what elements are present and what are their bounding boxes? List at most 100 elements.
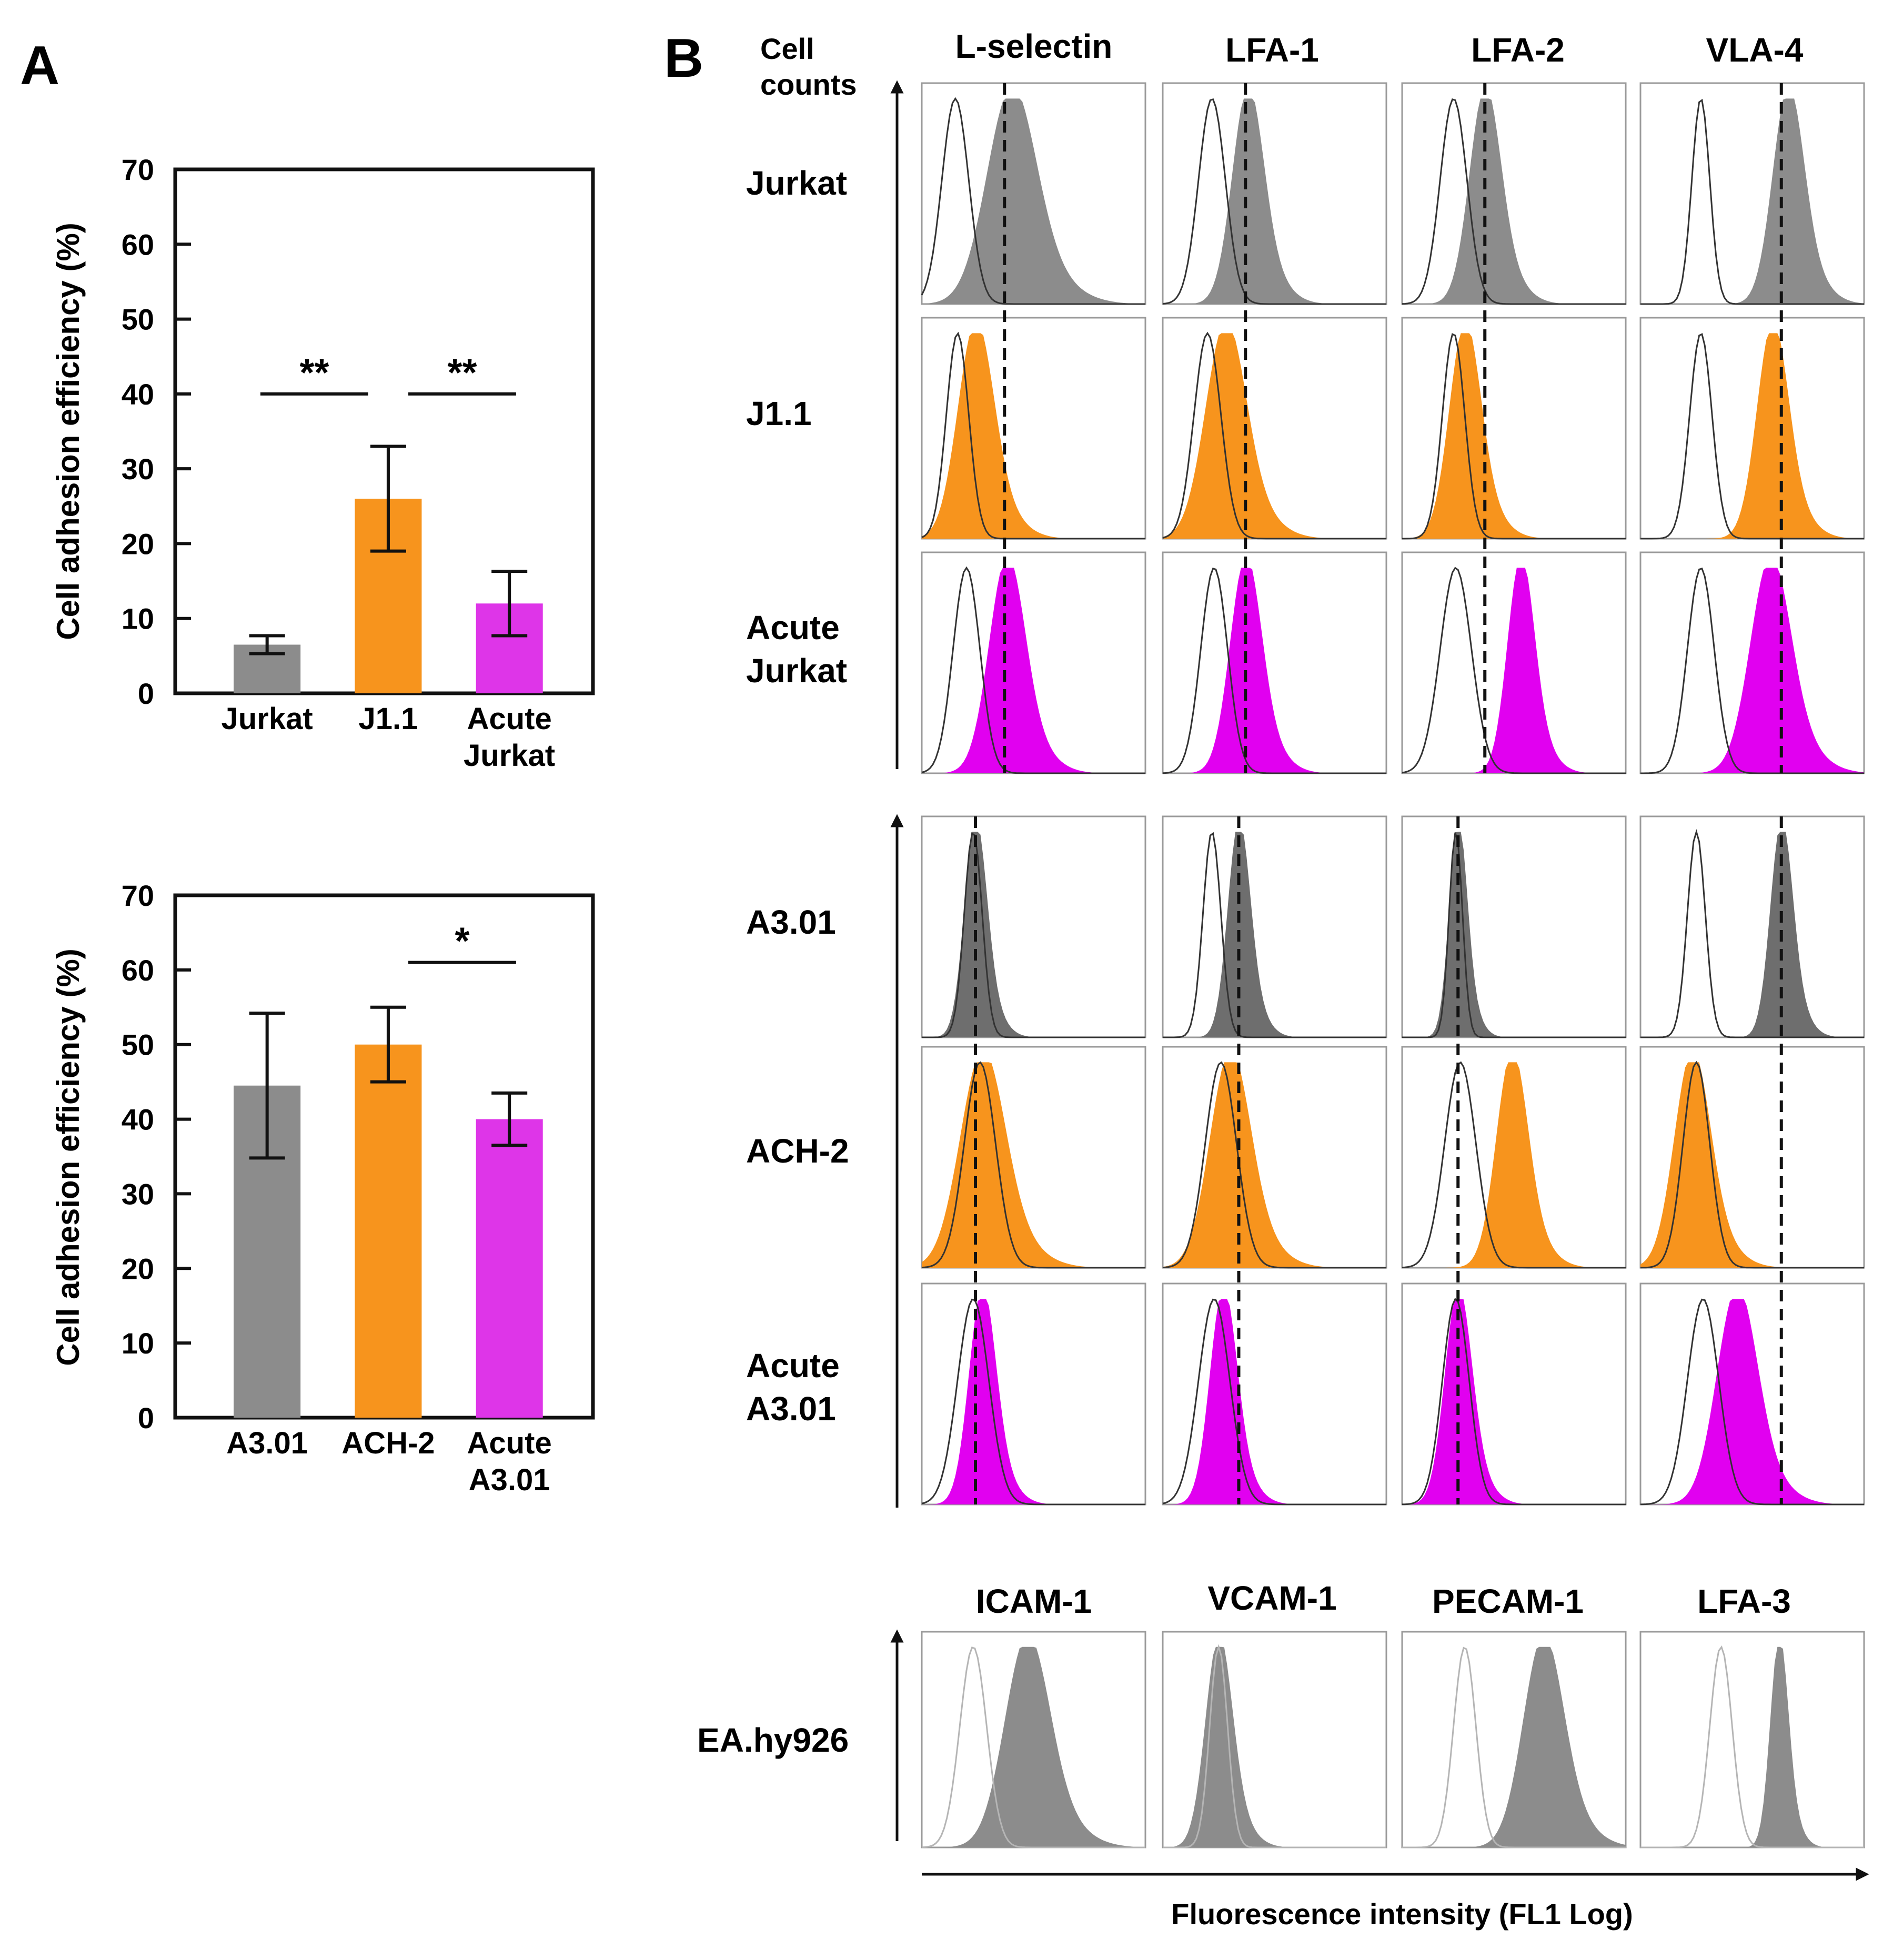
histogram-cell [1162,1046,1387,1269]
marker-header-bottom: ICAM-1 VCAM-1 PECAM-1 LFA-3 [976,1579,1791,1620]
row-label-ach-2: ACH-2 [746,1132,849,1170]
control-histogram [921,1061,1145,1269]
row-label-jurkat: Jurkat [746,164,847,202]
control-histogram [1402,98,1626,305]
histogram-cell [1401,1046,1627,1269]
sample-histogram [1163,333,1386,539]
control-histogram [1640,333,1864,540]
sample-histogram [1402,333,1626,539]
histogram-cell [921,1282,1146,1506]
panel-a: A 0 10 20 30 40 50 60 70 Cell adhesion efficienc… [20,35,595,1497]
panel-b: B Cell counts L-selectin LFA-1 LFA-2 VLA… [664,27,1869,1931]
y-tick-label: 0 [138,1401,154,1434]
histogram-cell [1639,1282,1865,1506]
y-tick-label: 60 [122,954,154,987]
sample-histogram [1640,98,1864,304]
histogram-cell [1162,815,1387,1038]
significance-label: ** [299,352,329,394]
y-tick-label: 30 [122,452,154,486]
category-label: A3.01 [226,1426,308,1460]
y-tick-label: 30 [122,1177,154,1210]
histogram-frame [1639,82,1865,305]
row-label-acute-jurkat: Acute [746,609,840,646]
y-tick-label: 50 [122,1028,154,1062]
histogram-cell [1401,1631,1627,1848]
control-histogram [921,97,1145,305]
marker-icam-1: ICAM-1 [976,1582,1092,1620]
panel-b-label: B [664,28,703,89]
marker-lfa-2: LFA-2 [1471,31,1565,69]
histogram-frame [1639,815,1865,1038]
marker-vla-4: VLA-4 [1706,31,1804,69]
marker-pecam-1: PECAM-1 [1432,1582,1584,1620]
control-histogram [1163,832,1386,1038]
histogram-frame [1162,815,1387,1038]
histogram-cell [1162,1282,1387,1506]
sample-histogram [922,832,1145,1037]
control-histogram [1402,1646,1626,1848]
row-label-j1-1: J1.1 [746,395,812,432]
row-label-ea-hy926: EA.hy926 [697,1721,849,1759]
category-label: Acute [467,1426,552,1460]
sample-histogram [922,568,1145,773]
sample-histogram [922,1646,1145,1847]
y-tick-label: 70 [122,153,154,186]
y-tick-label: 40 [122,1103,154,1136]
category-label: Acute [467,702,552,736]
y-tick-label: 20 [122,1252,154,1285]
marker-lfa-1: LFA-1 [1225,31,1319,69]
panel-a-label: A [20,35,59,96]
row-label-acute-a3-01: A3.01 [746,1390,836,1428]
control-histogram [1640,1645,1864,1848]
y-tick-label: 60 [122,228,154,261]
y-tick-label: 40 [122,378,154,411]
histogram-grid: Jurkat J1.1 Acute Jurkat A3.01 ACH-2 Acute A3.0… [697,80,1869,1881]
control-histogram [1402,1061,1626,1269]
histogram-cell [1401,1282,1627,1506]
sample-histogram [1402,568,1626,773]
histogram-cell [921,815,1146,1038]
significance-label: ** [447,352,477,394]
y-tick-label: 10 [122,1327,154,1360]
category-label: ACH-2 [341,1426,435,1460]
histogram-frame [1401,815,1627,1038]
histogram-cell [1639,551,1865,774]
control-histogram [1402,567,1626,774]
category-label: Jurkat [464,739,555,773]
sample-histogram [1402,1062,1626,1268]
sample-histogram [1640,1062,1864,1268]
histogram-cell [921,317,1146,540]
control-histogram [1402,333,1626,540]
histogram-cell [921,1631,1146,1848]
significance-label: * [455,921,469,963]
sample-histogram [1640,568,1864,773]
control-histogram [1640,567,1864,774]
sample-histogram [1640,333,1864,539]
bar-acute-a3-01 [476,1119,543,1418]
control-histogram [1163,1644,1386,1848]
y-axis-label: Cell adhesion efficiency (%) [51,948,86,1366]
row-label-acute-a3-01: Acute [746,1347,840,1385]
category-label: J1.1 [358,702,418,736]
control-histogram [1162,98,1386,305]
histogram-frame [1639,1631,1865,1848]
sample-histogram [922,333,1145,539]
y-axis-label: Cell adhesion efficiency (%) [51,223,86,640]
histogram-cell [1401,815,1627,1038]
y-tick-label: 10 [122,602,154,635]
sample-histogram [1163,1299,1386,1504]
x-axis-label: Fluorescence intensity (FL1 Log) [1171,1897,1633,1931]
control-histogram [922,832,1145,1038]
histogram-cell [921,551,1146,774]
sample-histogram [1402,1646,1626,1847]
cell-counts-label-line2: counts [760,68,857,101]
histogram-cell [1639,317,1865,540]
control-histogram [1402,1298,1626,1506]
row-label-a3-01: A3.01 [746,903,836,941]
a301-bar-chart: 0 10 20 30 40 50 60 70 Cell adhesion efficiency … [51,879,595,1497]
control-histogram [1162,331,1386,540]
y-tick-label: 50 [122,303,154,336]
category-label: A3.01 [469,1463,550,1497]
sample-histogram [1640,1299,1864,1504]
control-histogram [1640,1060,1864,1269]
